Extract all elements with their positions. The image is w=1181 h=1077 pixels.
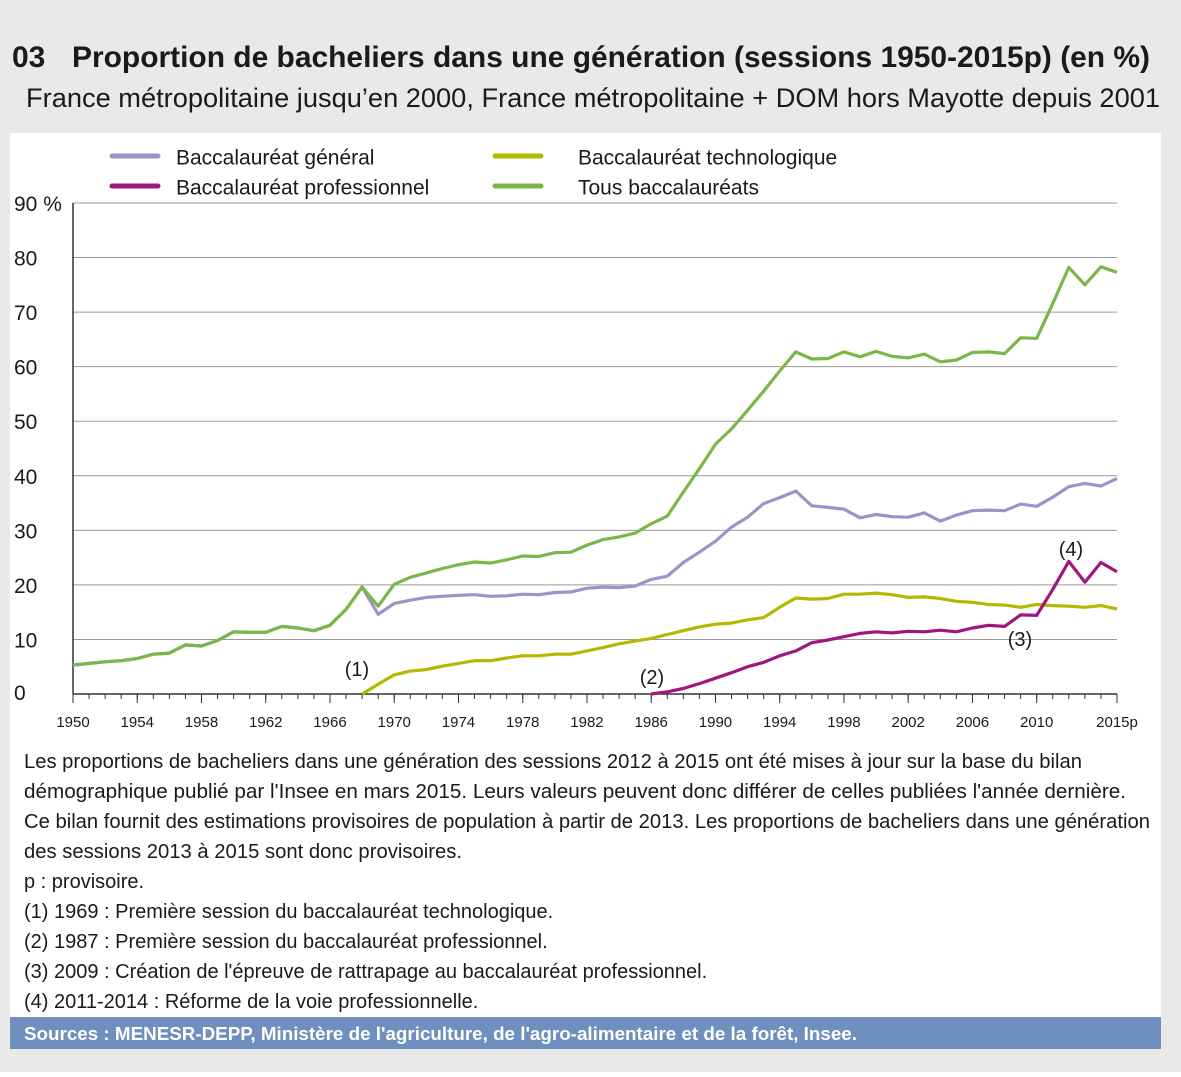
y-tick-label: 0 bbox=[14, 682, 26, 705]
note-line: des sessions 2013 à 2015 sont donc provi… bbox=[24, 841, 462, 863]
x-tick-label: 2006 bbox=[956, 714, 989, 731]
figure-number: 03 bbox=[12, 41, 45, 74]
y-tick-label: 20 bbox=[14, 575, 37, 598]
y-tick-label: 10 bbox=[14, 629, 37, 652]
panel bbox=[10, 133, 1161, 1017]
note-line: Ce bilan fournit des estimations proviso… bbox=[24, 811, 1150, 833]
series-line bbox=[650, 559, 1118, 696]
note-line: démographique publié par l'Insee en mars… bbox=[24, 781, 1126, 803]
y-tick-label: 70 bbox=[14, 302, 37, 325]
series-line bbox=[72, 265, 1118, 667]
note-line: (3) 2009 : Création de l'épreuve de ratt… bbox=[24, 961, 707, 983]
x-tick-label: 1962 bbox=[249, 714, 282, 731]
y-tick-label: 30 bbox=[14, 520, 37, 543]
note-line: (1) 1969 : Première session du baccalaur… bbox=[24, 901, 553, 923]
legend-label: Baccalauréat technologique bbox=[578, 147, 837, 170]
annotation: (1) bbox=[345, 659, 369, 681]
x-tick-label: 1966 bbox=[313, 714, 346, 731]
y-tick-label: 60 bbox=[14, 357, 37, 380]
series-line bbox=[361, 591, 1118, 696]
x-tick-label: 1950 bbox=[56, 714, 89, 731]
legend-label: Baccalauréat général bbox=[176, 147, 374, 170]
sources: Sources : MENESR-DEPP, Ministère de l'ag… bbox=[24, 1024, 857, 1044]
sources-bar bbox=[10, 1017, 1161, 1049]
x-tick-label: 2010 bbox=[1020, 714, 1053, 731]
annotation: (4) bbox=[1059, 539, 1083, 561]
legend-label: Tous baccalauréats bbox=[578, 177, 759, 200]
y-tick-label: 50 bbox=[14, 411, 37, 434]
y-tick-label: 40 bbox=[14, 466, 37, 489]
note-line: (2) 1987 : Première session du baccalaur… bbox=[24, 931, 548, 953]
chart-subtitle: France métropolitaine jusqu’en 2000, Fra… bbox=[26, 83, 1160, 113]
x-tick-label: 1990 bbox=[699, 714, 732, 731]
x-tick-label: 1974 bbox=[442, 714, 475, 731]
note-line: (4) 2011-2014 : Réforme de la voie profe… bbox=[24, 991, 478, 1013]
chart-title: Proportion de bacheliers dans une généra… bbox=[72, 41, 1150, 74]
legend-label: Baccalauréat professionnel bbox=[176, 177, 429, 200]
y-tick-label: 90 % bbox=[14, 193, 62, 216]
x-tick-label: 1994 bbox=[763, 714, 796, 731]
annotation: (3) bbox=[1008, 629, 1032, 651]
y-tick-label: 80 bbox=[14, 248, 37, 271]
x-tick-label: 1986 bbox=[635, 714, 668, 731]
note-line: Les proportions de bacheliers dans une g… bbox=[24, 751, 1082, 773]
x-tick-label: 1954 bbox=[121, 714, 154, 731]
x-tick-label: 1958 bbox=[185, 714, 218, 731]
x-tick-label: 1978 bbox=[506, 714, 539, 731]
x-tick-label: 2015p bbox=[1096, 714, 1138, 731]
x-tick-label: 1982 bbox=[570, 714, 603, 731]
x-tick-label: 1998 bbox=[827, 714, 860, 731]
annotation: (2) bbox=[640, 667, 664, 689]
note-line: p : provisoire. bbox=[24, 871, 144, 893]
notes: Les proportions de bacheliers dans une g… bbox=[24, 751, 1150, 1013]
x-tick-label: 1970 bbox=[378, 714, 411, 731]
x-tick-label: 2002 bbox=[892, 714, 925, 731]
